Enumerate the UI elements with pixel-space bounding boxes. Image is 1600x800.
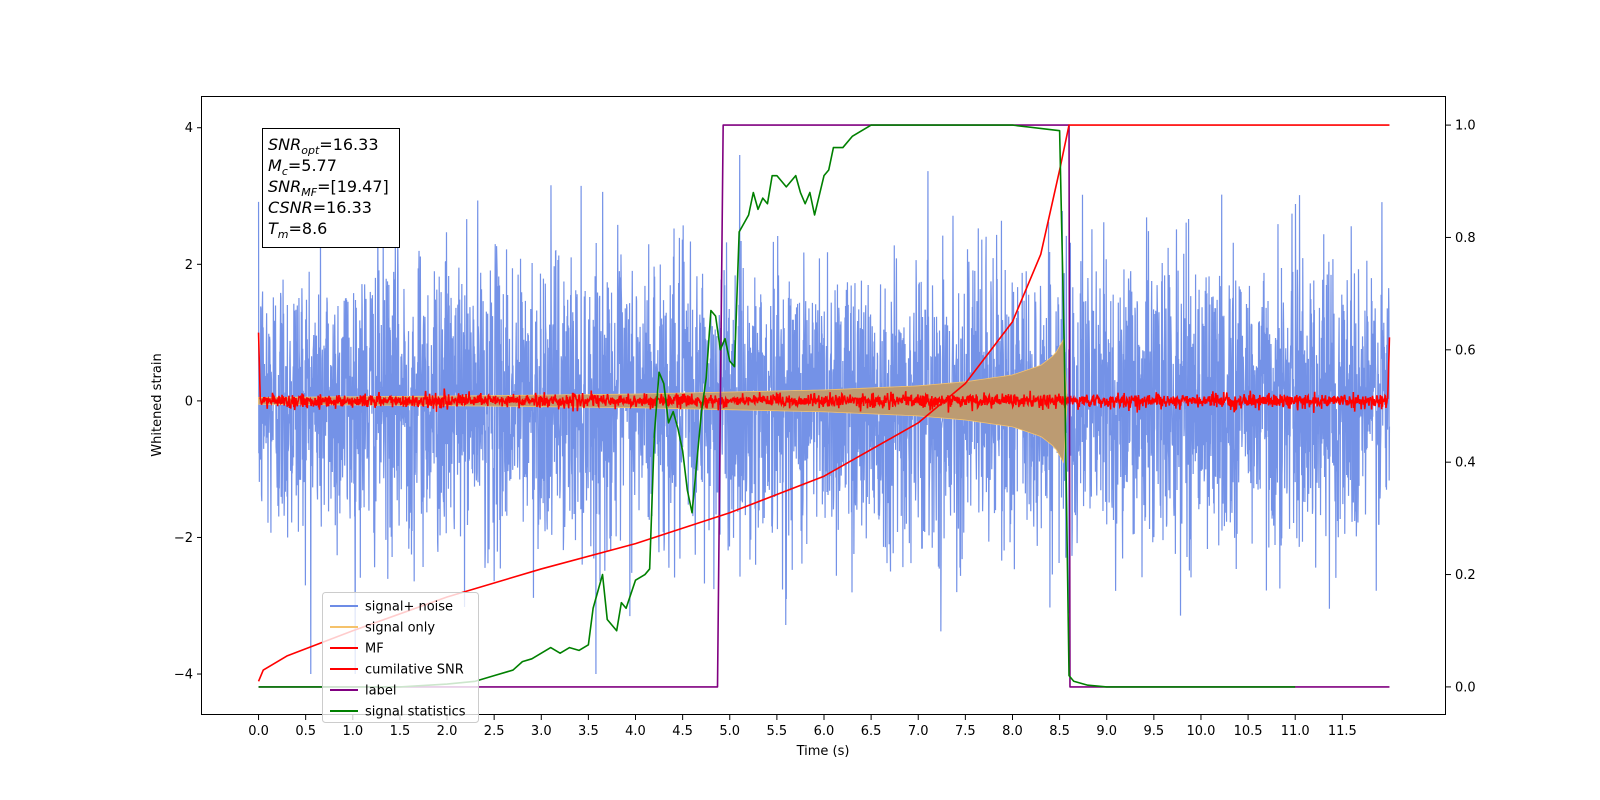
x-axis-label: Time (s) bbox=[796, 744, 850, 759]
y-right-tick-label: 0.0 bbox=[1455, 680, 1476, 695]
y-right-tick-label: 0.2 bbox=[1455, 568, 1476, 583]
annotation-box-frame bbox=[262, 128, 400, 248]
x-axis: 0.0 0.5 1.0 1.5 2.0 2.5 3.0 3.5 4.0 4.5 5.0 5.5 6.0 6… bbox=[248, 715, 1357, 739]
x-tick-label: 2.5 bbox=[484, 724, 505, 739]
y-right-tick-label: 0.6 bbox=[1455, 343, 1476, 358]
y-tick-label: 0 bbox=[185, 394, 193, 409]
x-tick-label: 1.5 bbox=[390, 724, 411, 739]
x-tick-label: 6.0 bbox=[814, 724, 835, 739]
x-tick-label: 3.5 bbox=[578, 724, 599, 739]
series-signal-statistics bbox=[258, 124, 1296, 688]
x-tick-label: 11.0 bbox=[1281, 724, 1310, 739]
y-right-tick-label: 1.0 bbox=[1455, 119, 1476, 134]
y-axis-label: Whitened strain bbox=[150, 353, 165, 456]
legend-label: signal+ noise bbox=[365, 600, 453, 615]
annotation-line: SNRopt=16.33 bbox=[268, 135, 379, 157]
y-tick-label: 2 bbox=[185, 258, 193, 273]
x-tick-label: 2.0 bbox=[437, 724, 458, 739]
x-tick-label: 10.0 bbox=[1186, 724, 1215, 739]
x-tick-label: 5.0 bbox=[719, 724, 740, 739]
x-tick-label: 11.5 bbox=[1328, 724, 1357, 739]
legend-label: MF bbox=[365, 642, 384, 657]
legend-label: cumilative SNR bbox=[365, 663, 464, 678]
x-tick-label: 6.5 bbox=[861, 724, 882, 739]
y-axis-right: 0.0 0.2 0.4 0.6 0.8 1.0 bbox=[1446, 119, 1476, 695]
y-tick-label: −4 bbox=[174, 668, 193, 683]
y-right-tick-label: 0.8 bbox=[1455, 231, 1476, 246]
legend-label: label bbox=[365, 684, 396, 699]
x-tick-label: 7.0 bbox=[908, 724, 929, 739]
legend-frame bbox=[322, 592, 479, 723]
series-mf bbox=[257, 332, 1391, 413]
legend-label: signal only bbox=[365, 621, 435, 636]
x-tick-label: 10.5 bbox=[1234, 724, 1263, 739]
x-tick-label: 9.0 bbox=[1096, 724, 1117, 739]
x-tick-label: 0.5 bbox=[295, 724, 316, 739]
x-tick-label: 8.5 bbox=[1049, 724, 1070, 739]
annotation-line: CSNR=16.33 bbox=[268, 198, 372, 217]
legend: signal+ noise signal only MF cumilative SNR… bbox=[322, 592, 479, 723]
x-tick-label: 5.5 bbox=[767, 724, 788, 739]
annotation-line: SNRMF=[19.47] bbox=[268, 177, 389, 199]
plot-area bbox=[257, 124, 1391, 688]
x-tick-label: 4.0 bbox=[625, 724, 646, 739]
series-label bbox=[258, 124, 1390, 688]
x-tick-label: 7.5 bbox=[955, 724, 976, 739]
x-tick-label: 1.0 bbox=[342, 724, 363, 739]
y-axis-left: −4 −2 0 2 4 bbox=[174, 121, 202, 683]
x-tick-label: 4.5 bbox=[672, 724, 693, 739]
annotation-line: Mc=5.77 bbox=[268, 156, 337, 178]
annotation-line: Tm=8.6 bbox=[268, 219, 327, 241]
x-tick-label: 8.0 bbox=[1002, 724, 1023, 739]
x-tick-label: 3.0 bbox=[531, 724, 552, 739]
y-tick-label: −2 bbox=[174, 531, 193, 546]
legend-label: signal statistics bbox=[365, 705, 466, 720]
y-tick-label: 4 bbox=[185, 121, 193, 136]
x-tick-label: 0.0 bbox=[248, 724, 269, 739]
x-tick-label: 9.5 bbox=[1144, 724, 1165, 739]
y-right-tick-label: 0.4 bbox=[1455, 456, 1476, 471]
stats-annotation-box: SNRopt=16.33Mc=5.77SNRMF=[19.47]CSNR=16.… bbox=[262, 128, 400, 248]
axes-frame bbox=[201, 96, 1446, 715]
